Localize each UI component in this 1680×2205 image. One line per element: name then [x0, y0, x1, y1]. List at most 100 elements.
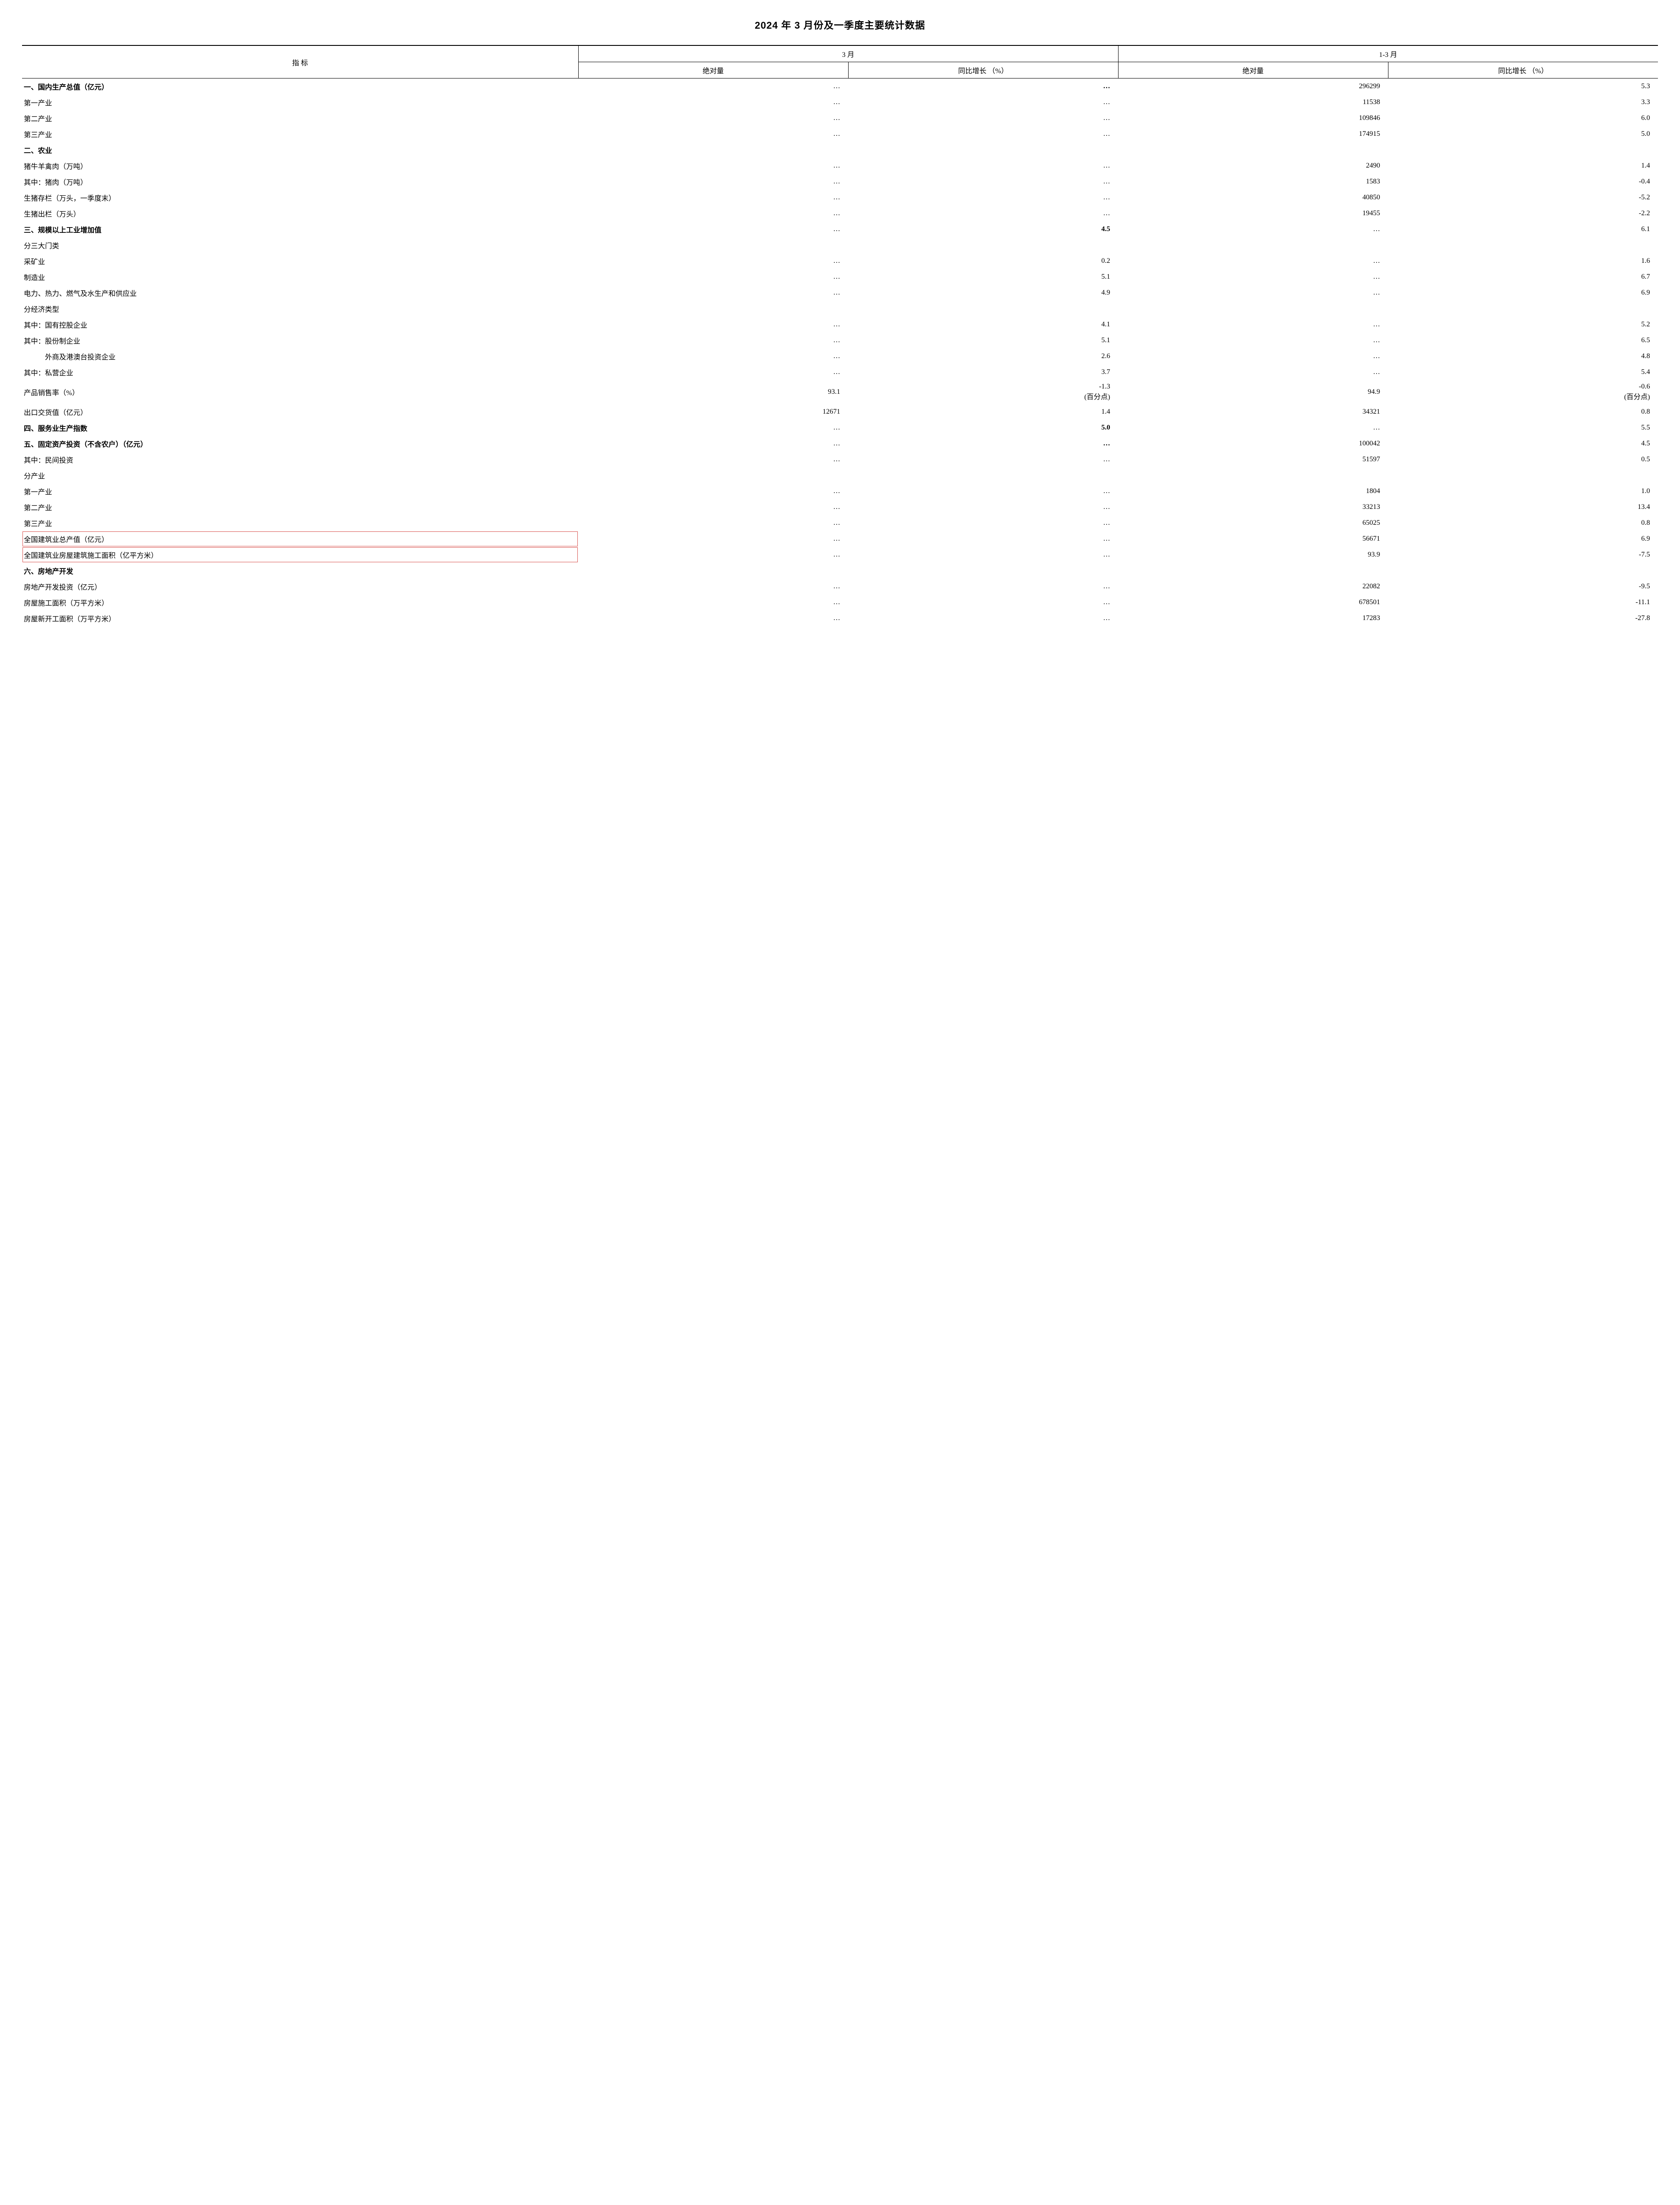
cell-m2: … — [848, 547, 1118, 563]
cell-m2: … — [848, 531, 1118, 547]
cell-m2: … — [848, 515, 1118, 531]
table-row: 房屋新开工面积（万平方米）……17283-27.8 — [22, 610, 1658, 626]
row-label: 电力、热力、燃气及水生产和供应业 — [22, 285, 578, 301]
cell-q1: … — [1118, 333, 1388, 348]
cell-q1: … — [1118, 420, 1388, 436]
row-label: 分三大门类 — [22, 237, 578, 253]
row-label: 其中：股份制企业 — [22, 333, 578, 348]
cell-q1: … — [1118, 317, 1388, 333]
cell-q1: … — [1118, 269, 1388, 285]
cell-q2: -7.5 — [1388, 547, 1658, 563]
cell-m2 — [848, 301, 1118, 317]
cell-m2: … — [848, 174, 1118, 190]
cell-m1 — [578, 142, 848, 158]
table-row: 全国建筑业总产值（亿元）……566716.9 — [22, 531, 1658, 547]
row-label: 分产业 — [22, 467, 578, 483]
cell-q2: 6.5 — [1388, 333, 1658, 348]
table-row: 第一产业……18041.0 — [22, 483, 1658, 499]
row-label: 房屋新开工面积（万平方米） — [22, 610, 578, 626]
table-row: 电力、热力、燃气及水生产和供应业…4.9…6.9 — [22, 285, 1658, 301]
cell-m2 — [848, 237, 1118, 253]
header-march-yoy: 同比增长 （%） — [848, 62, 1118, 78]
row-label: 四、服务业生产指数 — [22, 420, 578, 436]
row-label: 一、国内生产总值（亿元） — [22, 78, 578, 95]
cell-q1: 51597 — [1118, 452, 1388, 467]
cell-m2: … — [848, 110, 1118, 126]
cell-q2: -0.6 (百分点) — [1388, 380, 1658, 404]
cell-q2: 0.5 — [1388, 452, 1658, 467]
cell-m1: 12671 — [578, 404, 848, 420]
cell-m1: … — [578, 269, 848, 285]
cell-q2: 5.3 — [1388, 78, 1658, 95]
cell-q1: 17283 — [1118, 610, 1388, 626]
cell-q2 — [1388, 142, 1658, 158]
header-indicator: 指 标 — [22, 45, 578, 78]
cell-q1: 109846 — [1118, 110, 1388, 126]
table-row: 房屋施工面积（万平方米）……678501-11.1 — [22, 594, 1658, 610]
cell-q2: -0.4 — [1388, 174, 1658, 190]
cell-m2: 5.0 — [848, 420, 1118, 436]
table-row: 生猪存栏（万头，一季度末）……40850-5.2 — [22, 190, 1658, 206]
cell-m2: … — [848, 452, 1118, 467]
cell-q1: 174915 — [1118, 126, 1388, 142]
cell-m2: 4.9 — [848, 285, 1118, 301]
cell-q2: 0.8 — [1388, 404, 1658, 420]
cell-q1: … — [1118, 253, 1388, 269]
cell-m1: … — [578, 221, 848, 237]
row-label: 三、规模以上工业增加值 — [22, 221, 578, 237]
cell-q1 — [1118, 467, 1388, 483]
cell-m2: … — [848, 610, 1118, 626]
cell-q2: 5.0 — [1388, 126, 1658, 142]
cell-q2: 4.5 — [1388, 436, 1658, 452]
row-label: 第三产业 — [22, 126, 578, 142]
cell-q1: … — [1118, 285, 1388, 301]
row-label: 第二产业 — [22, 110, 578, 126]
cell-m2: 1.4 — [848, 404, 1118, 420]
cell-m2: 2.6 — [848, 348, 1118, 364]
cell-m2: … — [848, 94, 1118, 110]
page-title: 2024 年 3 月份及一季度主要统计数据 — [22, 18, 1658, 32]
cell-q2: 5.2 — [1388, 317, 1658, 333]
cell-q1: 22082 — [1118, 579, 1388, 594]
cell-m2: … — [848, 206, 1118, 221]
cell-m1: … — [578, 483, 848, 499]
cell-q1: 93.9 — [1118, 547, 1388, 563]
cell-q2: 6.7 — [1388, 269, 1658, 285]
table-row: 其中：股份制企业…5.1…6.5 — [22, 333, 1658, 348]
table-row: 一、国内生产总值（亿元）……2962995.3 — [22, 78, 1658, 95]
row-label: 五、固定资产投资（不含农户）（亿元） — [22, 436, 578, 452]
table-row: 六、房地产开发 — [22, 563, 1658, 579]
cell-q1: … — [1118, 348, 1388, 364]
table-row: 生猪出栏（万头）……19455-2.2 — [22, 206, 1658, 221]
cell-m1: … — [578, 594, 848, 610]
cell-q2: 1.0 — [1388, 483, 1658, 499]
cell-m2 — [848, 142, 1118, 158]
cell-m2: … — [848, 499, 1118, 515]
cell-q2: 1.4 — [1388, 158, 1658, 174]
row-label: 生猪存栏（万头，一季度末） — [22, 190, 578, 206]
cell-m1: … — [578, 579, 848, 594]
row-label: 全国建筑业总产值（亿元） — [22, 531, 578, 547]
row-label: 出口交货值（亿元） — [22, 404, 578, 420]
cell-m1: … — [578, 333, 848, 348]
cell-m1: … — [578, 317, 848, 333]
cell-q1 — [1118, 237, 1388, 253]
table-row: 分经济类型 — [22, 301, 1658, 317]
cell-m1: … — [578, 206, 848, 221]
cell-m1: … — [578, 547, 848, 563]
row-label: 其中：猪肉（万吨） — [22, 174, 578, 190]
table-row: 采矿业…0.2…1.6 — [22, 253, 1658, 269]
cell-q2: 3.3 — [1388, 94, 1658, 110]
cell-q2: -5.2 — [1388, 190, 1658, 206]
table-row: 三、规模以上工业增加值…4.5…6.1 — [22, 221, 1658, 237]
stats-table: 指 标 3 月 1-3 月 绝对量 同比增长 （%） 绝对量 同比增长 （%） … — [22, 45, 1658, 626]
cell-q2: 6.9 — [1388, 285, 1658, 301]
table-row: 四、服务业生产指数…5.0…5.5 — [22, 420, 1658, 436]
header-q1: 1-3 月 — [1118, 45, 1658, 62]
cell-m1: … — [578, 190, 848, 206]
cell-q2 — [1388, 467, 1658, 483]
cell-q1: 94.9 — [1118, 380, 1388, 404]
cell-m2: 0.2 — [848, 253, 1118, 269]
row-label: 房屋施工面积（万平方米） — [22, 594, 578, 610]
cell-q2: -27.8 — [1388, 610, 1658, 626]
